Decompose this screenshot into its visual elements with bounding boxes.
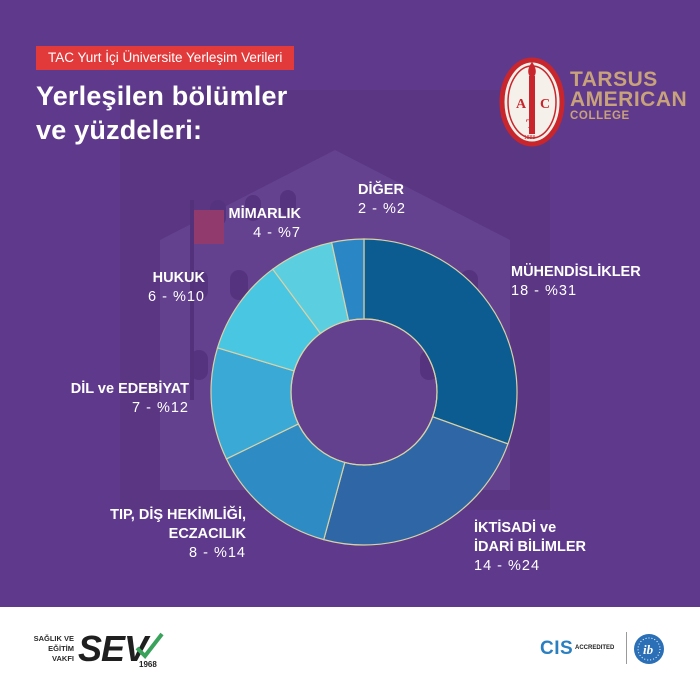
title-badge: TAC Yurt İçi Üniversite Yerleşim Veriler… <box>36 46 295 70</box>
label-hukuk-name: HUKUK <box>152 270 205 286</box>
page-title: Yerleşilen bölümler ve yüzdeleri: <box>36 79 287 147</box>
sev-line2: EĞİTİM <box>48 644 74 653</box>
label-iktisadi-name-line2: İDARİ BİLİMLER <box>474 539 586 555</box>
logo-name-line1: TARSUS <box>570 68 658 91</box>
svg-text:ib: ib <box>643 642 654 657</box>
label-muhendislikler-name: MÜHENDİSLİKLER <box>511 264 641 280</box>
label-mimarlik-name: MİMARLIK <box>228 206 302 222</box>
label-tip-name-line2: ECZACILIK <box>168 526 246 542</box>
donut-chart <box>210 238 518 546</box>
logo-letter-a: A <box>516 97 527 112</box>
torch-flame-icon <box>528 62 536 78</box>
label-diger-name: DİĞER <box>358 182 404 198</box>
sev-line3: VAKFI <box>52 654 74 663</box>
label-tip-name-line1: TIP, DİŞ HEKİMLİĞİ, <box>110 507 246 523</box>
logo-name-line3: COLLEGE <box>570 110 630 122</box>
label-mimarlik-value: 4 - %7 <box>253 225 301 241</box>
tac-logo: A C T 1888 <box>499 57 565 147</box>
logo-year: 1888 <box>524 135 535 141</box>
footer-divider <box>626 632 627 664</box>
label-hukuk: HUKUK 6 - %10 <box>120 269 205 307</box>
label-muhendislikler: MÜHENDİSLİKLER 18 - %31 <box>511 263 641 301</box>
sev-year: 1968 <box>139 660 157 669</box>
logo-letter-t: T <box>526 116 535 131</box>
page-title-line2: ve yüzdeleri: <box>36 115 203 145</box>
chart-panel: TAC Yurt İçi Üniversite Yerleşim Veriler… <box>0 0 700 607</box>
label-iktisadi: İKTİSADİ ve İDARİ BİLİMLER 14 - %24 <box>474 519 586 576</box>
label-tip: TIP, DİŞ HEKİMLİĞİ, ECZACILIK 8 - %14 <box>86 506 246 563</box>
label-hukuk-value: 6 - %10 <box>148 289 205 305</box>
ib-logo-icon: ib <box>634 634 664 664</box>
label-tip-value: 8 - %14 <box>189 545 246 561</box>
logo-name-line2: AMERICAN <box>570 88 688 111</box>
label-diger: DİĞER 2 - %2 <box>358 181 406 219</box>
donut-hole <box>290 318 438 466</box>
label-mimarlik: MİMARLIK 4 - %7 <box>213 205 302 243</box>
cis-logo: CIS <box>540 638 574 659</box>
page-title-line1: Yerleşilen bölümler <box>36 81 288 111</box>
label-iktisadi-value: 14 - %24 <box>474 558 541 574</box>
sev-line1: SAĞLIK VE <box>33 634 74 643</box>
donut-slice-0 <box>363 238 518 445</box>
label-diger-value: 2 - %2 <box>358 201 406 217</box>
footer <box>0 607 700 700</box>
cis-accredited: ACCREDITED <box>575 645 615 651</box>
label-dil-value: 7 - %12 <box>132 400 189 416</box>
sev-foundation-name: SAĞLIK VE EĞİTİM VAKFI <box>30 634 74 664</box>
logo-letter-c: C <box>540 97 550 112</box>
label-dil-name: DİL ve EDEBİYAT <box>70 381 189 397</box>
label-muhendislikler-value: 18 - %31 <box>511 283 578 299</box>
label-dil: DİL ve EDEBİYAT 7 - %12 <box>46 380 189 418</box>
sev-check-icon <box>135 632 164 660</box>
logo-wordmark: TARSUS AMERICAN COLLEGE <box>570 68 688 122</box>
label-iktisadi-name-line1: İKTİSADİ ve <box>474 520 557 536</box>
sev-logo-text: SEV <box>78 628 148 669</box>
